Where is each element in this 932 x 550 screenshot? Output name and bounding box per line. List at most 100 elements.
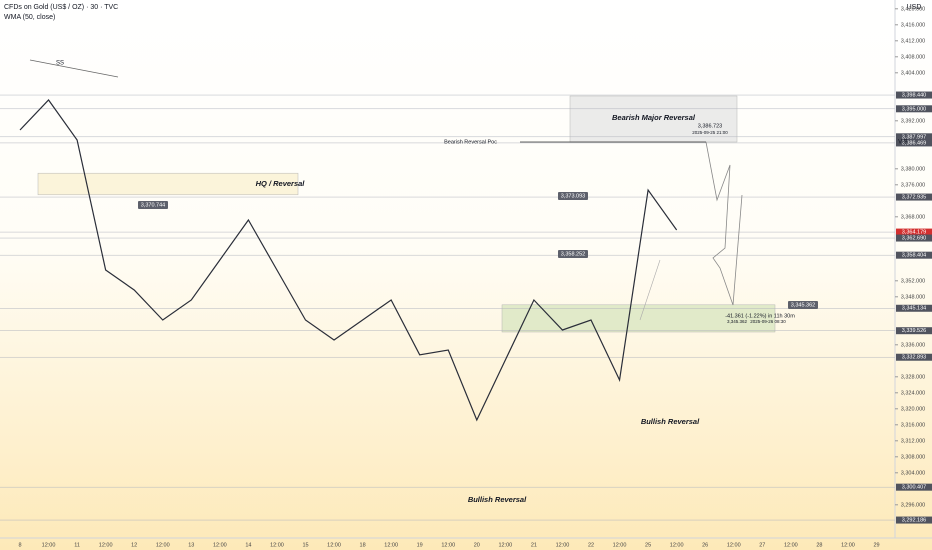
price-badge xyxy=(896,251,932,259)
y-tick-label: 3,412.000 xyxy=(901,38,925,44)
x-tick-label: 12:00 xyxy=(99,542,113,548)
price-badge xyxy=(896,327,932,335)
annotation: Bullish Reversal xyxy=(641,417,700,426)
annotation: SS xyxy=(56,61,64,67)
y-tick-label: 3,320.000 xyxy=(901,406,925,412)
price-badge-label: 3,362.690 xyxy=(902,235,926,241)
price-badge xyxy=(896,228,932,236)
x-tick-label: 12:00 xyxy=(213,542,227,548)
price-badge xyxy=(896,483,932,491)
price-badge-label: 3,398.440 xyxy=(902,92,926,98)
price-badge xyxy=(896,193,932,201)
callout-badge xyxy=(558,250,588,258)
y-tick-label: 3,348.000 xyxy=(901,294,925,300)
annotation: 3,345.362 xyxy=(727,319,748,324)
plot: 3,420.000 3,416.000 3,412.000 3,408.000 3,40… xyxy=(0,6,932,548)
y-tick-label: 3,416.000 xyxy=(901,22,925,28)
y-tick-label: 3,352.000 xyxy=(901,278,925,284)
x-tick-label: 29 xyxy=(873,542,879,548)
y-tick-label: 3,296.000 xyxy=(901,502,925,508)
x-tick-label: 12:00 xyxy=(270,542,284,548)
y-tick-label: 3,312.000 xyxy=(901,438,925,444)
x-tick-label: 15 xyxy=(302,542,308,548)
projection-path xyxy=(705,141,743,306)
annotation: 3,345.362 xyxy=(791,302,815,308)
price-badge-label: 3,332.893 xyxy=(902,355,926,361)
measure-line xyxy=(639,259,661,321)
annotation: 3,370.744 xyxy=(141,202,165,208)
price-badge xyxy=(896,139,932,147)
price-badge-label: 3,387.997 xyxy=(902,134,926,140)
y-tick-label: 3,324.000 xyxy=(901,390,925,396)
price-badge-label: 3,358.404 xyxy=(902,253,926,259)
y-tick-label: 3,404.000 xyxy=(901,70,925,76)
x-tick-label: 21 xyxy=(531,542,537,548)
x-tick-label: 8 xyxy=(18,542,21,548)
callout-badge xyxy=(138,201,168,209)
x-tick-label: 12:00 xyxy=(613,542,627,548)
zone-label: HQ / Reversal xyxy=(256,179,306,188)
price-badge-label: 3,300.407 xyxy=(902,485,926,491)
x-tick-label: 12:00 xyxy=(841,542,855,548)
price-badge xyxy=(896,133,932,141)
annotation: 2025-09-26 08:30 xyxy=(750,319,786,324)
price-badge xyxy=(896,234,932,242)
zone xyxy=(501,304,776,333)
callout-badge xyxy=(558,192,588,200)
y-tick-label: 3,308.000 xyxy=(901,454,925,460)
y-tick-label: 3,304.000 xyxy=(901,470,925,476)
x-tick-label: 19 xyxy=(417,542,423,548)
price-badge xyxy=(896,105,932,113)
x-tick-label: 18 xyxy=(360,542,366,548)
annotation: V-B xyxy=(898,140,908,146)
price-badge xyxy=(896,353,932,361)
price-badge xyxy=(896,91,932,99)
x-tick-label: 12:00 xyxy=(556,542,570,548)
y-tick-label: 3,392.000 xyxy=(901,118,925,124)
price-badge-label: 3,339.526 xyxy=(902,328,926,334)
zone xyxy=(569,95,738,143)
price-line xyxy=(19,99,678,422)
ss-line xyxy=(29,59,119,78)
annotation: 2025-09-25 21:00 xyxy=(692,130,728,135)
price-badge-label: 3,364.179 xyxy=(902,230,926,236)
price-badge xyxy=(896,516,932,524)
annotation: 3,373.093 xyxy=(561,193,585,199)
price-badge-label: 3,372.935 xyxy=(902,195,926,201)
y-tick-label: 3,380.000 xyxy=(901,166,925,172)
x-tick-label: 13 xyxy=(188,542,194,548)
y-tick-label: 3,376.000 xyxy=(901,182,925,188)
y-tick-label: 3,328.000 xyxy=(901,374,925,380)
price-badge-label: 3,395.000 xyxy=(902,106,926,112)
annotation: -41.361 (-1.22%) in 11h 30m xyxy=(725,313,795,319)
y-tick-label: 3,408.000 xyxy=(901,54,925,60)
indicator-label: WMA (50, close) xyxy=(4,14,55,21)
x-tick-label: 12:00 xyxy=(42,542,56,548)
x-tick-label: 26 xyxy=(702,542,708,548)
x-tick-label: 14 xyxy=(245,542,251,548)
annotation: 3,358.252 xyxy=(561,251,585,257)
y-tick-label: 3,336.000 xyxy=(901,342,925,348)
x-tick-label: 12:00 xyxy=(384,542,398,548)
chart-title: CFDs on Gold (US$ / OZ) · 30 · TVC xyxy=(4,4,118,11)
annotation: 3,386.723 xyxy=(698,123,722,129)
x-tick-label: 12:00 xyxy=(784,542,798,548)
x-tick-label: 25 xyxy=(645,542,651,548)
zone xyxy=(37,172,299,196)
annotation: Bullish Reversal xyxy=(468,495,527,504)
x-tick-label: 12:00 xyxy=(327,542,341,548)
x-tick-label: 11 xyxy=(74,542,80,548)
y-tick-label: 3,316.000 xyxy=(901,422,925,428)
x-tick-label: 12:00 xyxy=(670,542,684,548)
x-tick-label: 12:00 xyxy=(498,542,512,548)
currency: USD xyxy=(907,4,922,11)
x-tick-label: 12:00 xyxy=(727,542,741,548)
x-tick-label: 22 xyxy=(588,542,594,548)
x-tick-label: 20 xyxy=(474,542,480,548)
x-tick-label: 12:00 xyxy=(441,542,455,548)
x-tick-label: 12 xyxy=(131,542,137,548)
callout-badge xyxy=(788,301,818,309)
